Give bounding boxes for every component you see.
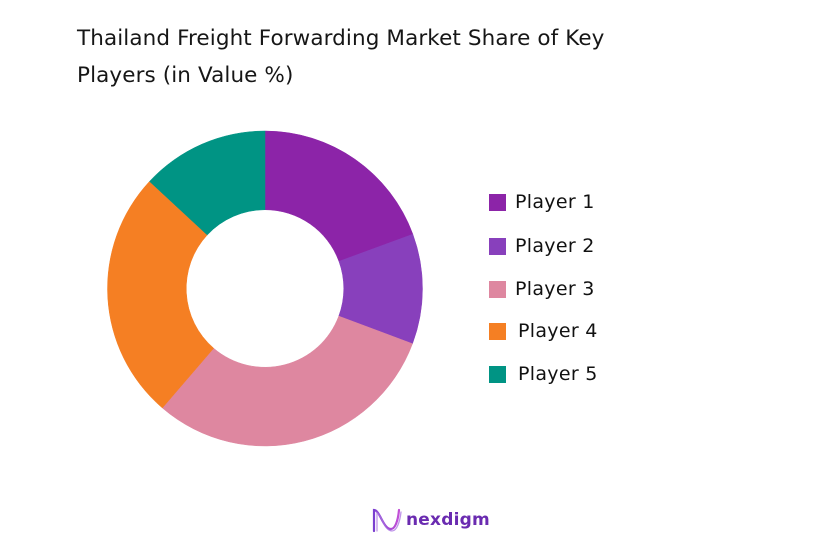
chart-title-line-1: Thailand Freight Forwarding Market Share…	[77, 26, 605, 51]
donut-slice-player-5[interactable]	[149, 130, 266, 236]
legend-swatch-player-2	[489, 237, 506, 255]
chart-area: Player 1 Player 2 Player 3 Player 4 Play…	[107, 130, 598, 447]
legend-swatch-player-5	[489, 365, 506, 383]
brand-logo: nexdigm	[371, 506, 490, 534]
donut-slice-player-4[interactable]	[107, 181, 215, 409]
chart-title: Thailand Freight Forwarding Market Share…	[77, 20, 717, 94]
legend-item-player-3[interactable]: Player 3	[489, 278, 595, 300]
legend-label-player-3: Player 3	[515, 278, 595, 300]
legend-item-player-5[interactable]: Player 5	[489, 363, 598, 385]
nexdigm-wave-logo-icon	[372, 508, 402, 533]
legend-swatch-player-4	[489, 322, 506, 340]
legend-label-player-4: Player 4	[518, 320, 598, 342]
donut-slice-player-1[interactable]	[264, 130, 414, 262]
donut-chart	[107, 130, 423, 447]
legend-item-player-2[interactable]: Player 2	[489, 235, 595, 257]
brand-name: nexdigm	[406, 510, 490, 530]
legend-label-player-2: Player 2	[515, 235, 595, 257]
legend-label-player-5: Player 5	[518, 363, 598, 385]
chart-title-line-2: Players (in Value %)	[77, 63, 294, 88]
legend-label-player-1: Player 1	[515, 191, 595, 213]
legend-item-player-1[interactable]: Player 1	[489, 191, 595, 213]
donut-slice-player-3[interactable]	[161, 315, 413, 447]
legend-swatch-player-1	[489, 193, 506, 211]
legend-swatch-player-3	[489, 280, 506, 298]
legend-item-player-4[interactable]: Player 4	[489, 320, 598, 342]
